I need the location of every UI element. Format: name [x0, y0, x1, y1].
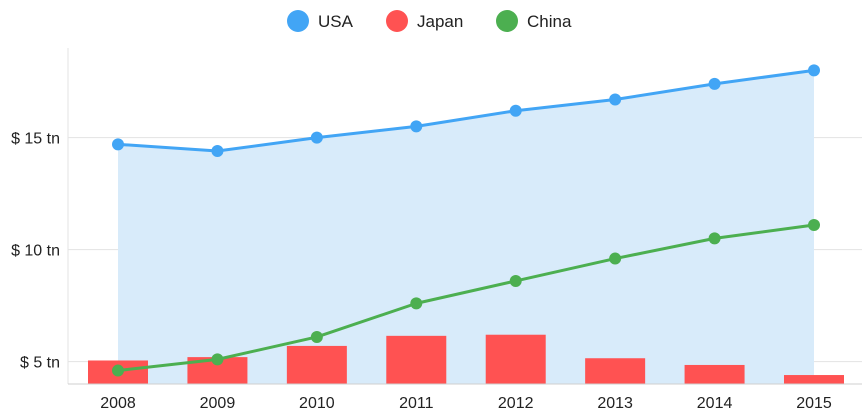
point-usa-2013	[609, 93, 622, 106]
x-tick-label: 2010	[299, 395, 335, 412]
area-usa	[118, 70, 814, 385]
bar-japan-2011	[386, 335, 447, 384]
x-tick-label: 2012	[498, 395, 534, 412]
point-china-2008	[112, 364, 124, 377]
point-usa-2010	[310, 131, 323, 144]
area-layer	[118, 70, 814, 385]
legend-label-usa: USA	[318, 12, 354, 31]
bar-japan-2010	[286, 345, 347, 384]
point-china-2015	[808, 218, 820, 231]
y-tick-label: $ 5 tn	[20, 355, 60, 372]
point-usa-2009	[211, 145, 224, 158]
line-usa	[117, 68, 815, 153]
x-tick-label: 2008	[100, 395, 136, 412]
point-usa-2008	[112, 138, 124, 151]
bar-japan-2014	[684, 364, 745, 384]
x-tick-label: 2015	[796, 395, 832, 412]
point-usa-2012	[509, 104, 522, 117]
point-china-2012	[509, 274, 522, 287]
point-usa-2014	[708, 77, 721, 90]
x-tick-label: 2013	[597, 395, 633, 412]
x-tick-label: 2011	[399, 395, 434, 412]
x-axis: 2008 2009 2010 2011 2012 2013 2014 2015	[68, 383, 862, 412]
legend-marker-japan	[386, 10, 408, 32]
legend-label-japan: Japan	[417, 12, 463, 31]
point-china-2010	[310, 330, 323, 343]
bar-japan-2015	[784, 375, 844, 384]
point-china-2014	[708, 232, 721, 245]
point-usa-2011	[410, 120, 423, 133]
x-tick-label: 2014	[697, 395, 733, 412]
point-usa-2015	[808, 64, 820, 77]
y-axis: $ 5 tn $ 10 tn $ 15 tn	[11, 48, 69, 384]
legend: USA Japan China	[287, 10, 572, 32]
bar-japan-2012	[485, 334, 546, 384]
legend-marker-usa	[287, 10, 309, 32]
line-layer	[112, 64, 820, 377]
point-china-2011	[410, 297, 423, 310]
point-china-2013	[609, 252, 622, 265]
point-china-2009	[211, 353, 224, 366]
x-tick-label: 2009	[200, 395, 236, 412]
legend-label-china: China	[527, 12, 572, 31]
y-tick-label: $ 10 tn	[11, 243, 60, 260]
legend-marker-china	[496, 10, 518, 32]
bar-japan-2013	[585, 358, 646, 384]
bar-layer	[88, 334, 844, 384]
line-china	[117, 223, 815, 373]
y-tick-label: $ 15 tn	[11, 131, 60, 148]
